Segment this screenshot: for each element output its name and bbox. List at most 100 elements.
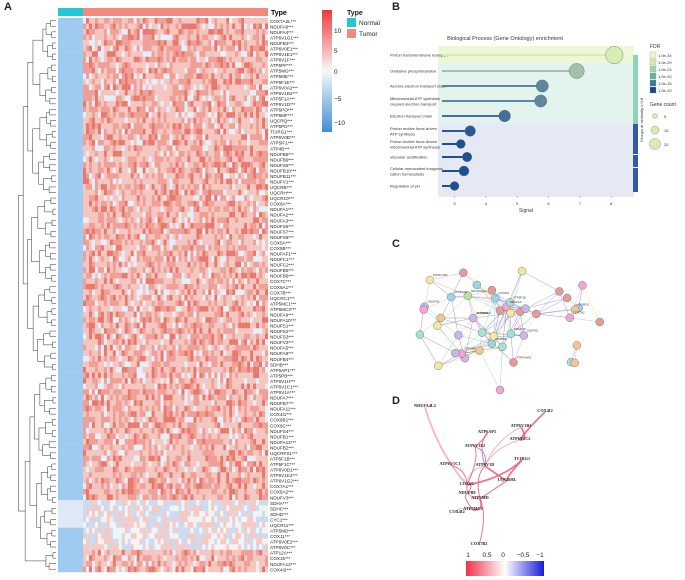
heatmap-cell [223, 333, 227, 340]
heatmap-cell [217, 206, 221, 213]
heatmap-cell [130, 378, 134, 384]
heatmap-cell [166, 400, 170, 406]
heatmap-cell [199, 173, 203, 179]
heatmap-cell [232, 372, 236, 379]
heatmap-cell [181, 422, 185, 429]
heatmap-cell [160, 283, 164, 290]
heatmap-cell [106, 378, 110, 384]
heatmap-cell [124, 189, 128, 196]
heatmap-cell [211, 328, 215, 334]
heatmap-cell [235, 372, 239, 379]
heatmap-cell [127, 195, 131, 202]
heatmap-cell [88, 62, 93, 69]
heatmap-cell [172, 51, 176, 57]
heatmap-cell [154, 300, 158, 307]
heatmap-cell [220, 372, 224, 379]
heatmap-cell [211, 422, 215, 429]
heatmap-cell [85, 433, 90, 440]
heatmap-cell [139, 67, 143, 74]
heatmap-cell [250, 239, 254, 246]
heatmap-cell [253, 400, 257, 406]
heatmap-cell [238, 372, 242, 379]
heatmap-cell [91, 239, 96, 246]
heatmap-cell [187, 228, 191, 235]
heatmap-cell [103, 295, 107, 301]
heatmap-cell [262, 34, 266, 41]
heatmap-cell [148, 123, 152, 129]
heatmap-cell [223, 422, 227, 429]
heatmap-cell [193, 383, 197, 390]
heatmap-cell [130, 23, 134, 30]
heatmap-cell [91, 300, 96, 307]
heatmap-cell [199, 378, 203, 384]
heatmap-cell [121, 234, 125, 240]
heatmap-cell [160, 56, 164, 63]
heatmap-cell [241, 200, 245, 207]
heatmap-cell [112, 189, 116, 196]
heatmap-cell [169, 405, 173, 412]
heatmap-cell [223, 306, 227, 312]
heatmap-cell [181, 378, 185, 384]
heatmap-cell [208, 306, 212, 312]
heatmap-cell [241, 344, 245, 351]
heatmap-cell [205, 62, 209, 69]
heatmap-cell [196, 311, 200, 318]
heatmap-cell [91, 62, 96, 69]
heatmap-cell [121, 156, 125, 163]
heatmap-cell [154, 278, 158, 285]
heatmap-cell [136, 344, 140, 351]
heatmap-cell [190, 195, 194, 202]
heatmap-cell [250, 56, 254, 63]
heatmap-cell [259, 311, 263, 318]
heatmap-cell [220, 283, 224, 290]
heatmap-cell [184, 134, 188, 141]
heatmap-cell [151, 372, 155, 379]
heatmap-cell [196, 272, 200, 279]
heatmap-cell [190, 18, 194, 24]
heatmap-cell [250, 34, 254, 41]
heatmap-cell [83, 222, 87, 229]
heatmap-cell-normal [58, 267, 83, 274]
heatmap-cell [85, 178, 90, 185]
heatmap-cell [157, 256, 161, 262]
heatmap-cell [133, 139, 137, 146]
heatmap-cell [232, 156, 236, 163]
heatmap-cell [223, 117, 227, 124]
heatmap-cell [127, 289, 131, 296]
heatmap-cell [118, 145, 122, 152]
heatmap-cell [112, 261, 116, 268]
heatmap-cell [130, 344, 134, 351]
heatmap-cell [127, 400, 131, 406]
heatmap-cell [169, 427, 173, 434]
heatmap-cell [259, 389, 263, 395]
heatmap-cell [136, 433, 140, 440]
heatmap-cell [121, 411, 125, 418]
heatmap-cell [121, 45, 125, 52]
heatmap-cell [199, 73, 203, 80]
heatmap-cell [232, 245, 236, 251]
heatmap-cell [142, 156, 146, 163]
heatmap-cell [220, 411, 224, 418]
heatmap-cell [241, 389, 245, 395]
row-dendrogram [18, 20, 56, 570]
heatmap-cell [175, 283, 179, 290]
heatmap-cell [106, 311, 110, 318]
heatmap-cell [214, 344, 218, 351]
heatmap-cell [226, 51, 230, 57]
heatmap-cell [97, 439, 102, 445]
heatmap-cell [265, 123, 269, 129]
heatmap-cell [115, 344, 119, 351]
heatmap-cell [196, 344, 200, 351]
heatmap-cell [256, 95, 260, 102]
heatmap-cell [148, 311, 152, 318]
heatmap-cell [196, 411, 200, 418]
heatmap-cell [193, 350, 197, 357]
heatmap-cell [238, 73, 242, 80]
heatmap-cell [190, 184, 194, 190]
heatmap-cell [151, 56, 155, 63]
heatmap-cell [163, 339, 167, 346]
heatmap-cell [220, 178, 224, 185]
heatmap-cell [121, 95, 125, 102]
heatmap-cell [247, 73, 251, 80]
heatmap-cell [250, 84, 254, 91]
